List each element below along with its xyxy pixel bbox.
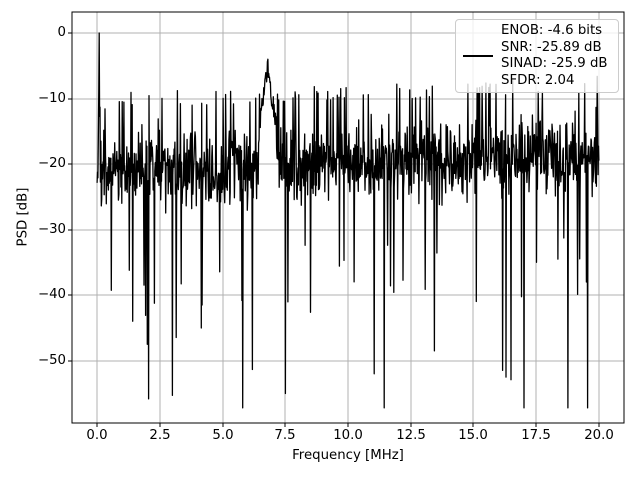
- legend-entry-sinad: SINAD: -25.9 dB: [501, 56, 608, 71]
- legend-line-sample: [463, 55, 493, 57]
- y-tick-label: −10: [37, 91, 66, 106]
- y-tick-label: −20: [37, 156, 66, 171]
- gridlines: [72, 12, 624, 423]
- x-tick-label: 0.0: [86, 428, 108, 443]
- y-tick-label: 0: [57, 25, 66, 40]
- x-tick-label: 17.5: [521, 428, 551, 443]
- x-tick-label: 2.5: [149, 428, 171, 443]
- y-tick-label: −30: [37, 222, 66, 237]
- x-tick-label: 10.0: [333, 428, 363, 443]
- legend-entry-snr: SNR: -25.89 dB: [501, 39, 602, 55]
- x-tick-label: 5.0: [212, 428, 234, 443]
- psd-line: [96, 32, 600, 409]
- axes-spines-ticks: [68, 11, 625, 427]
- psd-trace: [96, 32, 600, 409]
- legend-entry-enob: ENOB: -4.6 bits: [501, 23, 603, 38]
- x-axis-label: Frequency [MHz]: [292, 448, 404, 463]
- x-tick-label: 20.0: [584, 428, 614, 443]
- y-axis-label: PSD [dB]: [15, 187, 31, 247]
- legend: ENOB: -4.6 bits SNR: -25.89 dB SINAD: -2…: [455, 19, 619, 93]
- y-tick-label: −40: [37, 287, 66, 302]
- x-tick-label: 7.5: [274, 428, 296, 443]
- x-tick-label: 12.5: [396, 428, 426, 443]
- x-tick-label: 15.0: [458, 428, 488, 443]
- legend-entry-sfdr: SFDR: 2.04: [501, 72, 575, 88]
- legend-text-block: ENOB: -4.6 bits SNR: -25.89 dB SINAD: -2…: [501, 23, 614, 89]
- y-tick-label: −50: [37, 353, 66, 368]
